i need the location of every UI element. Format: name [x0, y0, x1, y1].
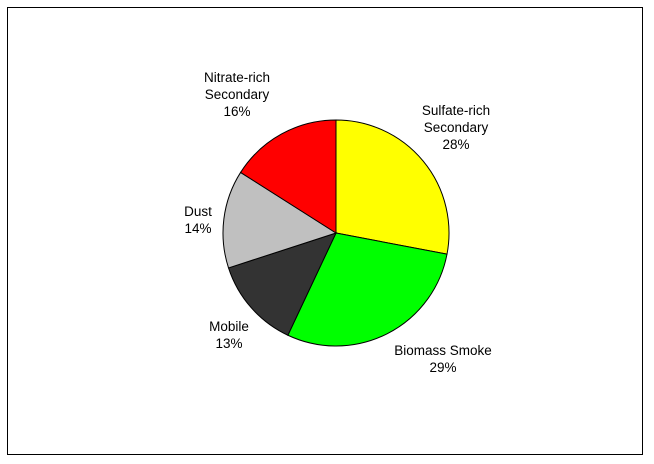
pie-labels: Sulfate-rich Secondary 28% Biomass Smoke 29%… — [184, 70, 492, 375]
pie-slice-biomass-smoke — [287, 232, 448, 347]
data-label-biomass-smoke: Biomass Smoke 29% — [394, 343, 492, 375]
data-label-mobile: Mobile 13% — [209, 319, 249, 351]
data-label-nitrate-rich-secondary: Nitrate-rich Secondary 16% — [204, 70, 270, 119]
data-label-sulfate-rich-secondary: Sulfate-rich Secondary 28% — [422, 103, 490, 152]
pie-slice-nitrate-rich-secondary — [239, 119, 337, 234]
pie-slice-mobile — [227, 232, 337, 336]
pie-slice-sulfate-rich-secondary — [335, 119, 450, 255]
pie-slice-dust — [222, 171, 338, 269]
data-label-dust: Dust 14% — [184, 204, 212, 236]
pie-slices — [222, 119, 450, 347]
